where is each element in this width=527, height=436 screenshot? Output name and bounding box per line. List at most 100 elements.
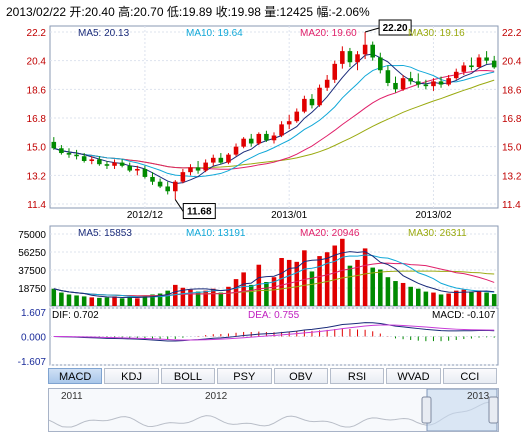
price-tick-left-0: 11.4 <box>27 200 46 211</box>
quote-change: -2.06% <box>331 5 370 19</box>
macd-tick-1: 0.000 <box>21 333 46 344</box>
tab-psy[interactable]: PSY <box>217 368 272 384</box>
price-tick-right-2: 15.0 <box>502 143 522 154</box>
volume-bar-14 <box>157 293 163 306</box>
tab-obv[interactable]: OBV <box>273 368 328 384</box>
volume-bar-48 <box>415 288 421 306</box>
macd-legend-1: DEA: 0.755 <box>248 310 300 321</box>
volume-bar-21 <box>210 288 216 306</box>
tab-rsi[interactable]: RSI <box>329 368 385 384</box>
volume-ma10-line <box>53 254 495 298</box>
annotation-label-0: 22.20 <box>383 23 408 34</box>
volume-bar-0 <box>51 288 57 306</box>
candle-body-21 <box>210 157 216 163</box>
volume-bar-20 <box>203 290 208 306</box>
candle-body-27 <box>256 133 262 144</box>
candle-body-14 <box>157 181 163 187</box>
candle-body-53 <box>453 71 459 79</box>
price-x-tick-1: 2013/01 <box>271 210 308 221</box>
volume-bar-23 <box>226 286 231 306</box>
candle-body-47 <box>408 78 413 82</box>
annotation-leader-1 <box>174 199 184 212</box>
candle-body-56 <box>476 57 482 68</box>
volume-tick-2: 56250 <box>18 248 46 259</box>
candle-body-25 <box>241 138 246 147</box>
candle-body-3 <box>74 154 79 157</box>
quote-low: 19.89 <box>182 5 213 19</box>
candle-body-51 <box>438 81 444 85</box>
volume-bar-16 <box>173 284 178 306</box>
price-tick-right-6: 22.2 <box>502 28 522 39</box>
volume-bar-17 <box>180 287 186 306</box>
volume-bar-22 <box>218 292 224 306</box>
candle-body-33 <box>302 98 307 112</box>
volume-bar-38 <box>340 238 345 306</box>
volume-bar-52 <box>446 293 451 306</box>
volume-legend-0: MA5: 15853 <box>78 228 132 239</box>
candle-body-2 <box>66 153 72 155</box>
tab-kdj[interactable]: KDJ <box>104 368 159 384</box>
quote-date: 2013/02/22 <box>6 5 67 19</box>
volume-bar-7 <box>104 297 110 306</box>
navigator-label-2011: 2011 <box>61 391 83 402</box>
candle-body-26 <box>248 138 254 144</box>
macd-dea-line <box>53 324 495 341</box>
range-navigator[interactable]: 2011 2012 2013 <box>48 388 499 432</box>
price-legend-1: MA10: 19.64 <box>186 28 243 39</box>
candle-body-42 <box>370 44 375 58</box>
candle-body-49 <box>423 84 429 87</box>
candle-body-0 <box>51 141 57 149</box>
price-tick-right-4: 18.6 <box>502 85 522 96</box>
tab-cci[interactable]: CCI <box>442 368 497 384</box>
volume-bar-44 <box>385 277 391 306</box>
candle-body-37 <box>332 63 338 80</box>
volume-legend-2: MA20: 20946 <box>300 228 360 239</box>
volume-bar-9 <box>119 298 125 306</box>
candle-body-38 <box>340 51 345 64</box>
volume-bar-35 <box>317 256 322 306</box>
candle-body-9 <box>119 162 125 166</box>
candle-body-20 <box>203 162 208 171</box>
candle-body-31 <box>286 121 292 125</box>
tab-boll[interactable]: BOLL <box>160 368 216 384</box>
candle-body-28 <box>264 133 269 141</box>
price-tick-left-6: 22.2 <box>27 28 47 39</box>
candle-body-46 <box>400 78 406 90</box>
navigator-handle-left <box>421 396 432 424</box>
annotation-leader-0 <box>364 27 380 33</box>
candle-body-45 <box>393 82 398 90</box>
candle-body-24 <box>233 146 239 155</box>
volume-bar-25 <box>241 272 246 306</box>
candle-body-54 <box>461 65 467 72</box>
candle-body-16 <box>173 181 178 192</box>
volume-bar-51 <box>438 294 444 306</box>
candle-body-48 <box>415 81 421 85</box>
macd-tick-0: 1.607 <box>21 308 46 319</box>
price-panel <box>49 25 499 209</box>
volume-bar-49 <box>423 291 429 306</box>
price-tick-left-3: 16.8 <box>27 114 47 125</box>
candle-body-43 <box>378 57 383 71</box>
tab-macd[interactable]: MACD <box>48 368 103 384</box>
volume-tick-3: 75000 <box>18 230 46 241</box>
volume-bar-37 <box>332 245 338 306</box>
volume-bar-26 <box>248 284 254 306</box>
volume-bar-18 <box>188 289 193 306</box>
quote-header: 2013/02/22 开:20.40 高:20.70 低:19.89 收:19.… <box>6 5 370 19</box>
volume-legend-3: MA30: 26311 <box>408 228 467 239</box>
price-legend-2: MA20: 19.60 <box>300 28 357 39</box>
volume-bar-6 <box>97 297 102 306</box>
candle-body-5 <box>89 159 95 161</box>
volume-bar-30 <box>279 258 284 306</box>
volume-bar-5 <box>89 297 95 306</box>
macd-dif-line <box>53 322 495 342</box>
tab-wvad[interactable]: WVAD <box>386 368 441 384</box>
candle-body-6 <box>97 159 102 165</box>
volume-bar-28 <box>264 282 269 306</box>
price-tick-left-1: 13.2 <box>27 171 47 182</box>
price-legend-0: MA5: 20.13 <box>78 28 130 39</box>
volume-tick-1: 37500 <box>18 266 46 277</box>
volume-bar-41 <box>362 248 368 306</box>
candle-body-50 <box>431 81 436 87</box>
volume-bar-8 <box>112 296 117 306</box>
